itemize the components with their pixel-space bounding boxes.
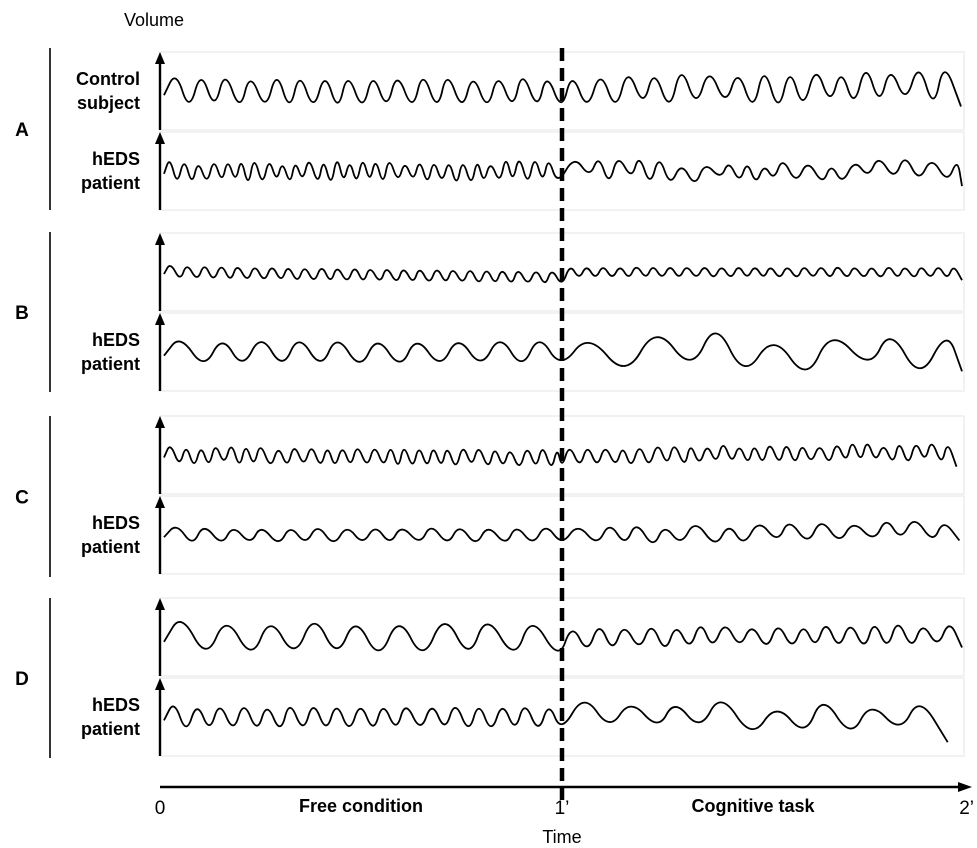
- panel-b-2: hEDS patient: [81, 312, 965, 392]
- panel-b-1: [155, 232, 965, 312]
- row-label-line2: patient: [81, 719, 140, 739]
- group-letter-c: C: [15, 488, 29, 509]
- time-axis: 0 1’ 2’ Free condition Cognitive task Time: [155, 782, 974, 847]
- volume-axis-arrow: [155, 313, 165, 325]
- volume-axis-arrow: [155, 132, 165, 144]
- breathing-trace: [163, 521, 961, 544]
- breathing-trace: [163, 621, 963, 652]
- panel-d-1: [155, 597, 965, 677]
- phase-label-2: Cognitive task: [691, 796, 815, 816]
- panel-d-2: hEDS patient: [81, 677, 965, 757]
- volume-axis-arrow: [155, 598, 165, 610]
- panel-a-2: hEDS patient: [81, 131, 965, 211]
- row-label-line1: Control: [76, 69, 140, 89]
- row-label-line1: hEDS: [92, 695, 140, 715]
- group-letter-d: D: [15, 669, 29, 690]
- breathing-trace: [163, 701, 949, 743]
- volume-axis-arrow: [155, 496, 165, 508]
- row-label-line2: patient: [81, 354, 140, 374]
- panels-layer: ControlsubjecthEDSpatienthEDSpatienthEDS…: [76, 51, 965, 757]
- breathing-trace: [163, 265, 963, 284]
- group-letter-b: B: [15, 303, 29, 324]
- group-letter-a: A: [15, 120, 29, 141]
- volume-axis-arrow: [155, 52, 165, 64]
- x-tick-label: 0: [155, 798, 166, 819]
- row-label-line2: patient: [81, 537, 140, 557]
- volume-axis-arrow: [155, 233, 165, 245]
- panel-a-1: Control subject: [76, 51, 965, 131]
- x-tick-label: 2’: [959, 798, 974, 819]
- row-label-line2: patient: [81, 173, 140, 193]
- volume-axis-arrow: [155, 678, 165, 690]
- group-brackets-layer: A B C D: [15, 48, 51, 758]
- x-tick-label: 1’: [555, 798, 570, 819]
- breathing-trace: [163, 443, 958, 467]
- breathing-trace: [163, 332, 963, 372]
- row-label-line1: hEDS: [92, 149, 140, 169]
- volume-axis-arrow: [155, 416, 165, 428]
- row-label-line1: hEDS: [92, 330, 140, 350]
- row-label-line2: subject: [77, 93, 140, 113]
- y-axis-title: Volume: [124, 10, 184, 30]
- panel-c-1: [155, 415, 965, 495]
- time-axis-arrow: [958, 782, 972, 792]
- panel-c-2: hEDS patient: [81, 495, 965, 575]
- phase-label-1: Free condition: [299, 796, 423, 816]
- breathing-trace: [163, 71, 962, 107]
- row-label-line1: hEDS: [92, 513, 140, 533]
- breathing-trace: [163, 159, 963, 187]
- x-axis-title: Time: [542, 827, 581, 847]
